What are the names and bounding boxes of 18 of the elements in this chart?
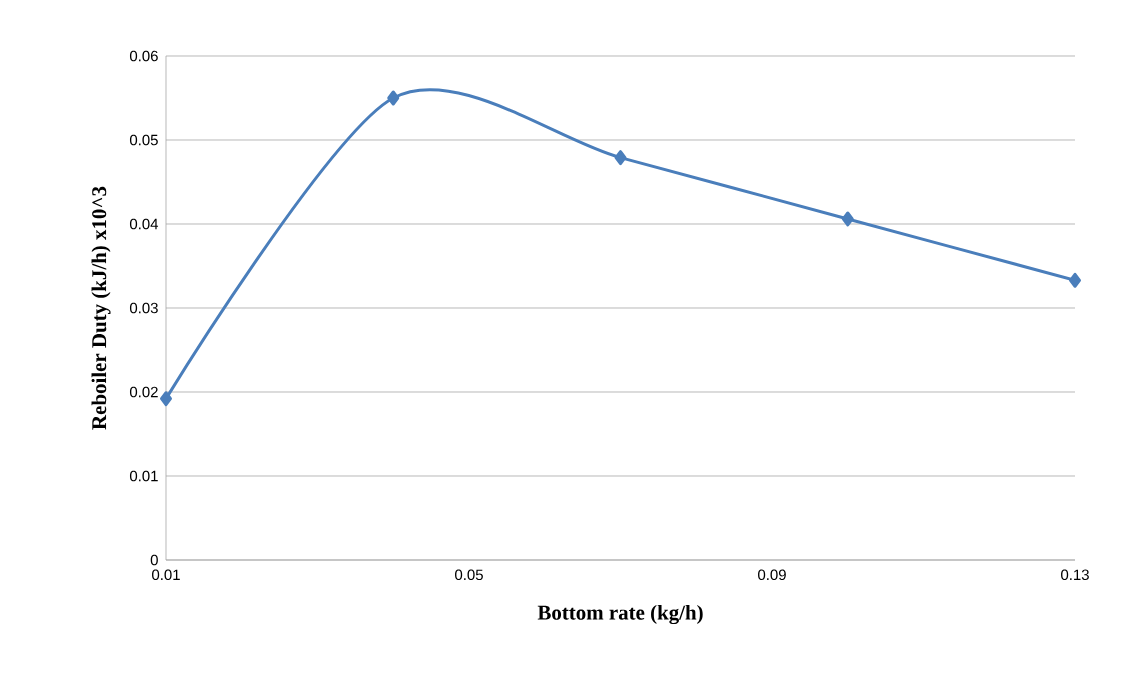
y-tick-label: 0.06	[129, 50, 158, 62]
y-tick-label: 0.05	[129, 134, 158, 146]
x-tick-label: 0.01	[152, 569, 180, 581]
point	[160, 391, 172, 407]
point	[614, 150, 627, 166]
x-tick-label: 0.09	[758, 569, 786, 581]
point	[387, 90, 400, 106]
y-tick-label: 0.02	[129, 386, 158, 398]
y-axis-title: Reboiler Duty (kJ/h) x10^3	[91, 186, 111, 430]
x-tick-label: 0.13	[1061, 569, 1089, 581]
y-tick-label: 0.01	[129, 470, 158, 482]
x-tick-label: 0.05	[455, 569, 483, 581]
point	[1069, 272, 1082, 288]
y-tick-label: 0	[150, 554, 158, 566]
x-axis-title: Bottom rate (kg/h)	[537, 604, 703, 625]
y-tick-label: 0.04	[129, 218, 159, 230]
point	[841, 211, 854, 227]
y-tick-label: 0.03	[129, 302, 158, 314]
